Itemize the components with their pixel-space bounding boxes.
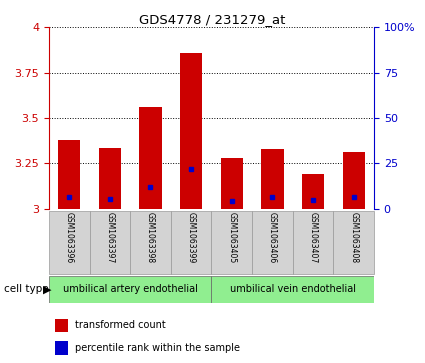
Bar <box>139 107 162 209</box>
Text: ▶: ▶ <box>43 285 52 294</box>
Text: GSM1063398: GSM1063398 <box>146 212 155 264</box>
FancyBboxPatch shape <box>293 211 333 274</box>
FancyBboxPatch shape <box>49 211 90 274</box>
Bar <box>58 140 80 209</box>
FancyBboxPatch shape <box>130 211 171 274</box>
Text: percentile rank within the sample: percentile rank within the sample <box>75 343 240 353</box>
Bar <box>302 174 324 209</box>
Bar <box>221 158 243 209</box>
Text: GSM1063405: GSM1063405 <box>227 212 236 264</box>
Text: GSM1063399: GSM1063399 <box>187 212 196 264</box>
Bar <box>343 152 365 209</box>
FancyBboxPatch shape <box>211 211 252 274</box>
Bar <box>180 53 202 209</box>
Text: umbilical artery endothelial: umbilical artery endothelial <box>63 285 198 294</box>
Text: umbilical vein endothelial: umbilical vein endothelial <box>230 285 356 294</box>
Text: transformed count: transformed count <box>75 321 166 330</box>
Text: GSM1063407: GSM1063407 <box>309 212 317 264</box>
FancyBboxPatch shape <box>211 276 374 303</box>
FancyBboxPatch shape <box>252 211 293 274</box>
Bar <box>55 342 68 355</box>
Bar <box>55 319 68 332</box>
Text: GSM1063397: GSM1063397 <box>105 212 114 264</box>
Text: cell type: cell type <box>4 285 49 294</box>
Text: GSM1063408: GSM1063408 <box>349 212 358 264</box>
Bar <box>261 149 283 209</box>
Text: GSM1063396: GSM1063396 <box>65 212 74 264</box>
Text: GDS4778 / 231279_at: GDS4778 / 231279_at <box>139 13 286 26</box>
FancyBboxPatch shape <box>49 276 211 303</box>
FancyBboxPatch shape <box>90 211 130 274</box>
Bar <box>99 148 121 209</box>
FancyBboxPatch shape <box>171 211 211 274</box>
Text: GSM1063406: GSM1063406 <box>268 212 277 264</box>
FancyBboxPatch shape <box>333 211 374 274</box>
